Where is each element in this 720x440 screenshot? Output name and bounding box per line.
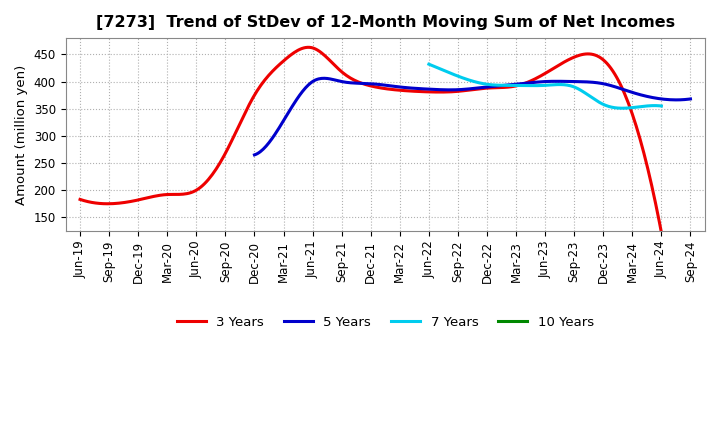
3 Years bbox=[422, 89, 431, 95]
3 Years bbox=[76, 197, 84, 202]
5 Years bbox=[250, 152, 258, 158]
3 Years bbox=[433, 89, 442, 95]
5 Years bbox=[686, 96, 695, 102]
3 Years bbox=[303, 45, 312, 50]
5 Years bbox=[647, 95, 655, 100]
5 Years bbox=[619, 87, 628, 92]
5 Years bbox=[511, 82, 520, 87]
5 Years bbox=[510, 82, 518, 87]
Title: [7273]  Trend of StDev of 12-Month Moving Sum of Net Incomes: [7273] Trend of StDev of 12-Month Moving… bbox=[96, 15, 675, 30]
7 Years bbox=[426, 62, 434, 67]
7 Years bbox=[567, 83, 575, 88]
7 Years bbox=[618, 106, 627, 111]
Legend: 3 Years, 5 Years, 7 Years, 10 Years: 3 Years, 5 Years, 7 Years, 10 Years bbox=[171, 311, 599, 334]
3 Years bbox=[657, 230, 666, 235]
Y-axis label: Amount (million yen): Amount (million yen) bbox=[15, 64, 28, 205]
5 Years bbox=[251, 152, 260, 157]
3 Years bbox=[567, 55, 576, 61]
7 Years bbox=[657, 103, 666, 109]
Line: 5 Years: 5 Years bbox=[254, 78, 690, 155]
7 Years bbox=[636, 104, 644, 109]
3 Years bbox=[424, 89, 433, 95]
Line: 7 Years: 7 Years bbox=[429, 64, 662, 108]
5 Years bbox=[518, 81, 527, 86]
7 Years bbox=[562, 82, 571, 88]
3 Years bbox=[605, 63, 613, 68]
3 Years bbox=[78, 198, 86, 203]
7 Years bbox=[425, 62, 433, 67]
7 Years bbox=[563, 82, 572, 88]
7 Years bbox=[621, 106, 630, 111]
Line: 3 Years: 3 Years bbox=[80, 48, 662, 232]
5 Years bbox=[320, 76, 329, 81]
